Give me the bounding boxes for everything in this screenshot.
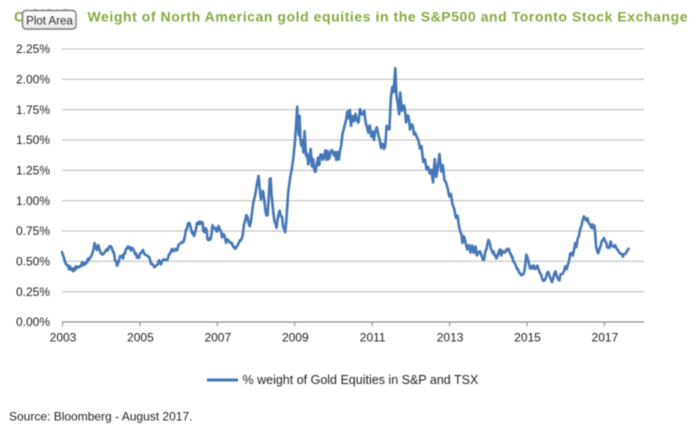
svg-text:1.25%: 1.25% xyxy=(16,164,50,178)
svg-text:0.50%: 0.50% xyxy=(16,255,50,269)
svg-text:Plot Area: Plot Area xyxy=(26,15,73,27)
svg-text:% weight of Gold Equities in S: % weight of Gold Equities in S&P and TSX xyxy=(243,373,479,387)
svg-text:2.00%: 2.00% xyxy=(16,73,50,87)
svg-text:0.75%: 0.75% xyxy=(16,224,50,238)
svg-text:2011: 2011 xyxy=(360,331,386,345)
svg-text:0.25%: 0.25% xyxy=(16,285,50,299)
svg-text:1.50%: 1.50% xyxy=(16,133,50,147)
svg-text:1.75%: 1.75% xyxy=(16,103,50,117)
svg-text:2009: 2009 xyxy=(282,331,309,345)
svg-text:2003: 2003 xyxy=(50,331,77,345)
svg-text:2015: 2015 xyxy=(514,331,541,345)
svg-text:0.00%: 0.00% xyxy=(16,315,50,329)
svg-text:2007: 2007 xyxy=(204,331,231,345)
svg-text:2005: 2005 xyxy=(127,331,154,345)
svg-text:Weight of North American gold: Weight of North American gold equities i… xyxy=(88,9,688,25)
svg-text:2013: 2013 xyxy=(437,331,464,345)
svg-text:2017: 2017 xyxy=(592,331,619,345)
svg-text:Source: Bloomberg - August 201: Source: Bloomberg - August 2017. xyxy=(9,410,192,424)
svg-text:2.25%: 2.25% xyxy=(16,42,50,56)
svg-text:1.00%: 1.00% xyxy=(16,194,50,208)
